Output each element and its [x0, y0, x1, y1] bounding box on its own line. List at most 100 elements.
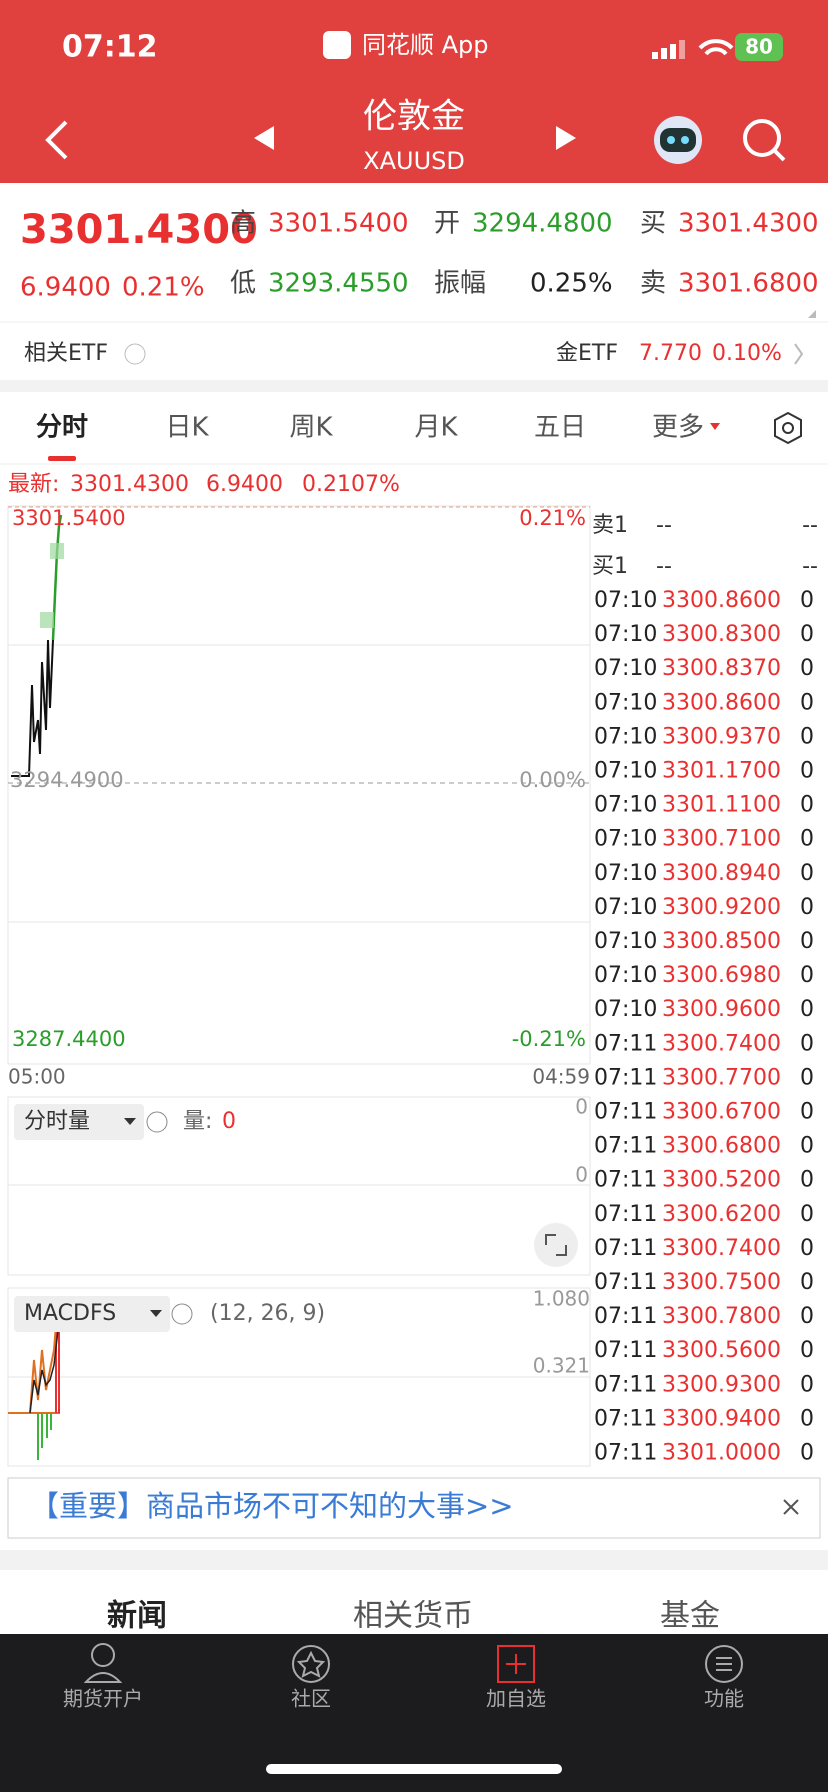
- help-icon[interactable]: [146, 1111, 168, 1133]
- trade-time: 07:10: [594, 690, 657, 715]
- banner-close[interactable]: [783, 1499, 799, 1515]
- trade-price: 3300.7700: [662, 1065, 781, 1090]
- trade-price: 3300.8370: [662, 656, 781, 681]
- banner-text[interactable]: 【重要】商品市场不可不知的大事>>: [30, 1489, 514, 1523]
- nav-item[interactable]: 功能: [704, 1687, 744, 1711]
- banner[interactable]: [7, 1477, 821, 1539]
- etf-name[interactable]: 金ETF: [556, 341, 618, 366]
- low-value: 3293.4550: [268, 269, 409, 299]
- trade-time: 07:11: [594, 1338, 657, 1363]
- caret: [150, 1310, 162, 1317]
- tab[interactable]: 五日: [534, 413, 586, 443]
- news-tab[interactable]: 新闻: [107, 1599, 167, 1634]
- news-tab[interactable]: 相关货币: [353, 1599, 473, 1634]
- trade-volume: 0: [800, 861, 814, 886]
- book-label: 买1: [592, 554, 628, 579]
- etf-chevron[interactable]: [794, 343, 804, 365]
- change: 6.9400: [20, 273, 111, 303]
- trade-volume: 0: [800, 997, 814, 1022]
- signal-icon: [652, 40, 685, 59]
- high-label: 高: [230, 209, 256, 239]
- x-label: 05:00: [8, 1065, 66, 1089]
- volume-selector-label[interactable]: 分时量: [24, 1109, 90, 1134]
- news-tab[interactable]: 基金: [660, 1599, 720, 1634]
- prev-button[interactable]: [254, 126, 274, 150]
- trade-price: 3300.5200: [662, 1168, 781, 1193]
- trade-time: 07:11: [594, 1134, 657, 1159]
- macd-selector-label[interactable]: MACDFS: [24, 1301, 116, 1326]
- trade-volume: 0: [800, 622, 814, 647]
- trade-list: 07:10 3300.8600 007:10 3300.8300 007:10 3300.…: [594, 588, 814, 1466]
- settings-button[interactable]: [774, 411, 802, 445]
- trade-price: 3301.0000: [662, 1441, 781, 1466]
- nav-item[interactable]: 期货开户: [63, 1687, 143, 1711]
- search-button[interactable]: [743, 119, 786, 162]
- pct-label: -0.21%: [512, 1027, 586, 1051]
- latest-change: 6.9400: [206, 472, 283, 497]
- trade-volume: 0: [800, 793, 814, 818]
- help-icon[interactable]: [171, 1303, 193, 1325]
- app-icon: [323, 31, 351, 59]
- nav-item[interactable]: 社区: [291, 1687, 331, 1711]
- trade-time: 07:11: [594, 1270, 657, 1295]
- trade-volume: 0: [800, 1441, 814, 1466]
- tab[interactable]: 周K: [289, 413, 333, 443]
- status-time: 07:12: [62, 30, 158, 65]
- robot-button[interactable]: [654, 116, 702, 164]
- volume-label: 量:: [183, 1109, 212, 1134]
- volume-selector[interactable]: [14, 1104, 144, 1140]
- trade-time: 07:11: [594, 1031, 657, 1056]
- trade-volume: 0: [800, 1065, 814, 1090]
- help-icon[interactable]: [124, 343, 146, 365]
- y-tick-label: 0: [575, 1095, 588, 1119]
- trade-time: 07:10: [594, 861, 657, 886]
- book-price: --: [656, 513, 672, 538]
- tab[interactable]: 分时: [36, 413, 88, 443]
- book-label: 卖1: [592, 513, 628, 538]
- pct-label: 0.21%: [519, 506, 586, 530]
- etf-label: 相关ETF: [24, 341, 108, 366]
- low-label: 低: [230, 269, 256, 299]
- chart-frame: [7, 505, 591, 1467]
- latest-label: 最新:: [8, 472, 59, 497]
- trade-time: 07:10: [594, 759, 657, 784]
- trade-time: 07:10: [594, 656, 657, 681]
- trade-time: 07:11: [594, 1236, 657, 1261]
- tab[interactable]: 日K: [165, 413, 209, 443]
- change-pct: 0.21%: [122, 273, 205, 303]
- more-caret[interactable]: [710, 423, 720, 430]
- trade-volume: 0: [800, 1270, 814, 1295]
- trade-time: 07:10: [594, 588, 657, 613]
- trade-time: 07:10: [594, 895, 657, 920]
- tab[interactable]: 更多: [652, 413, 704, 443]
- trade-price: 3300.6980: [662, 963, 781, 988]
- buy-value: 3301.4300: [678, 209, 819, 239]
- trade-price: 3300.7400: [662, 1031, 781, 1056]
- trade-price: 3300.8940: [662, 861, 781, 886]
- trade-volume: 0: [800, 1406, 814, 1431]
- trade-price: 3300.7500: [662, 1270, 781, 1295]
- trade-price: 3300.6700: [662, 1100, 781, 1125]
- trade-time: 07:10: [594, 622, 657, 647]
- title: 伦敦金: [363, 97, 465, 137]
- trade-volume: 0: [800, 690, 814, 715]
- marker: [50, 543, 64, 559]
- trade-volume: 0: [800, 588, 814, 613]
- trade-volume: 0: [800, 1304, 814, 1329]
- trade-price: 3300.6200: [662, 1202, 781, 1227]
- y-label: 3301.5400: [12, 506, 126, 530]
- high-value: 3301.5400: [268, 209, 409, 239]
- nav-item[interactable]: 加自选: [486, 1687, 546, 1711]
- tab[interactable]: 月K: [414, 413, 458, 443]
- macd-selector[interactable]: [14, 1296, 170, 1332]
- home-indicator: [266, 1764, 562, 1774]
- trade-price: 3300.8600: [662, 588, 781, 613]
- trade-time: 07:11: [594, 1100, 657, 1125]
- next-button[interactable]: [556, 126, 576, 150]
- back-button[interactable]: [45, 120, 68, 160]
- trade-volume: 0: [800, 1031, 814, 1056]
- latest-pct: 0.2107%: [302, 472, 400, 497]
- buy-label: 买: [640, 209, 666, 239]
- zoom-button[interactable]: [534, 1223, 578, 1267]
